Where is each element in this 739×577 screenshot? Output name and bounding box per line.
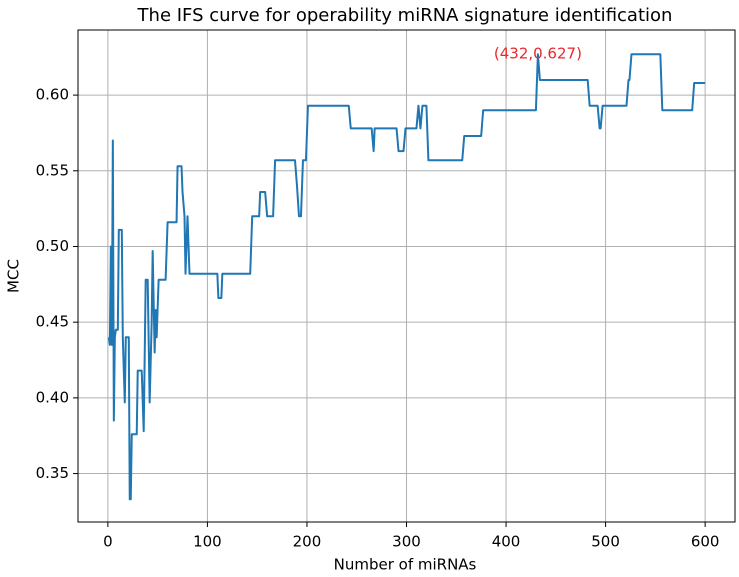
y-tick-label: 0.35 [36,464,69,482]
x-axis-label: Number of miRNAs [334,556,477,574]
annotation: (432,0.627) [494,45,582,63]
x-tick-label: 500 [591,533,620,551]
chart-title: The IFS curve for operability miRNA sign… [137,5,673,26]
x-tick-label: 600 [691,533,720,551]
x-tick-label: 300 [392,533,421,551]
x-tick-label: 200 [293,533,322,551]
y-tick-label: 0.45 [36,313,69,331]
x-tick-label: 0 [103,533,113,551]
plot-frame [77,29,736,523]
x-tick-label: 100 [193,533,222,551]
y-tick-label: 0.50 [36,237,69,255]
y-tick-label: 0.55 [36,161,69,179]
y-tick-label: 0.60 [36,86,69,104]
x-tick-label: 400 [492,533,521,551]
y-tick-label: 0.40 [36,388,69,406]
y-axis-label: MCC [5,259,23,293]
data-line [107,53,706,501]
